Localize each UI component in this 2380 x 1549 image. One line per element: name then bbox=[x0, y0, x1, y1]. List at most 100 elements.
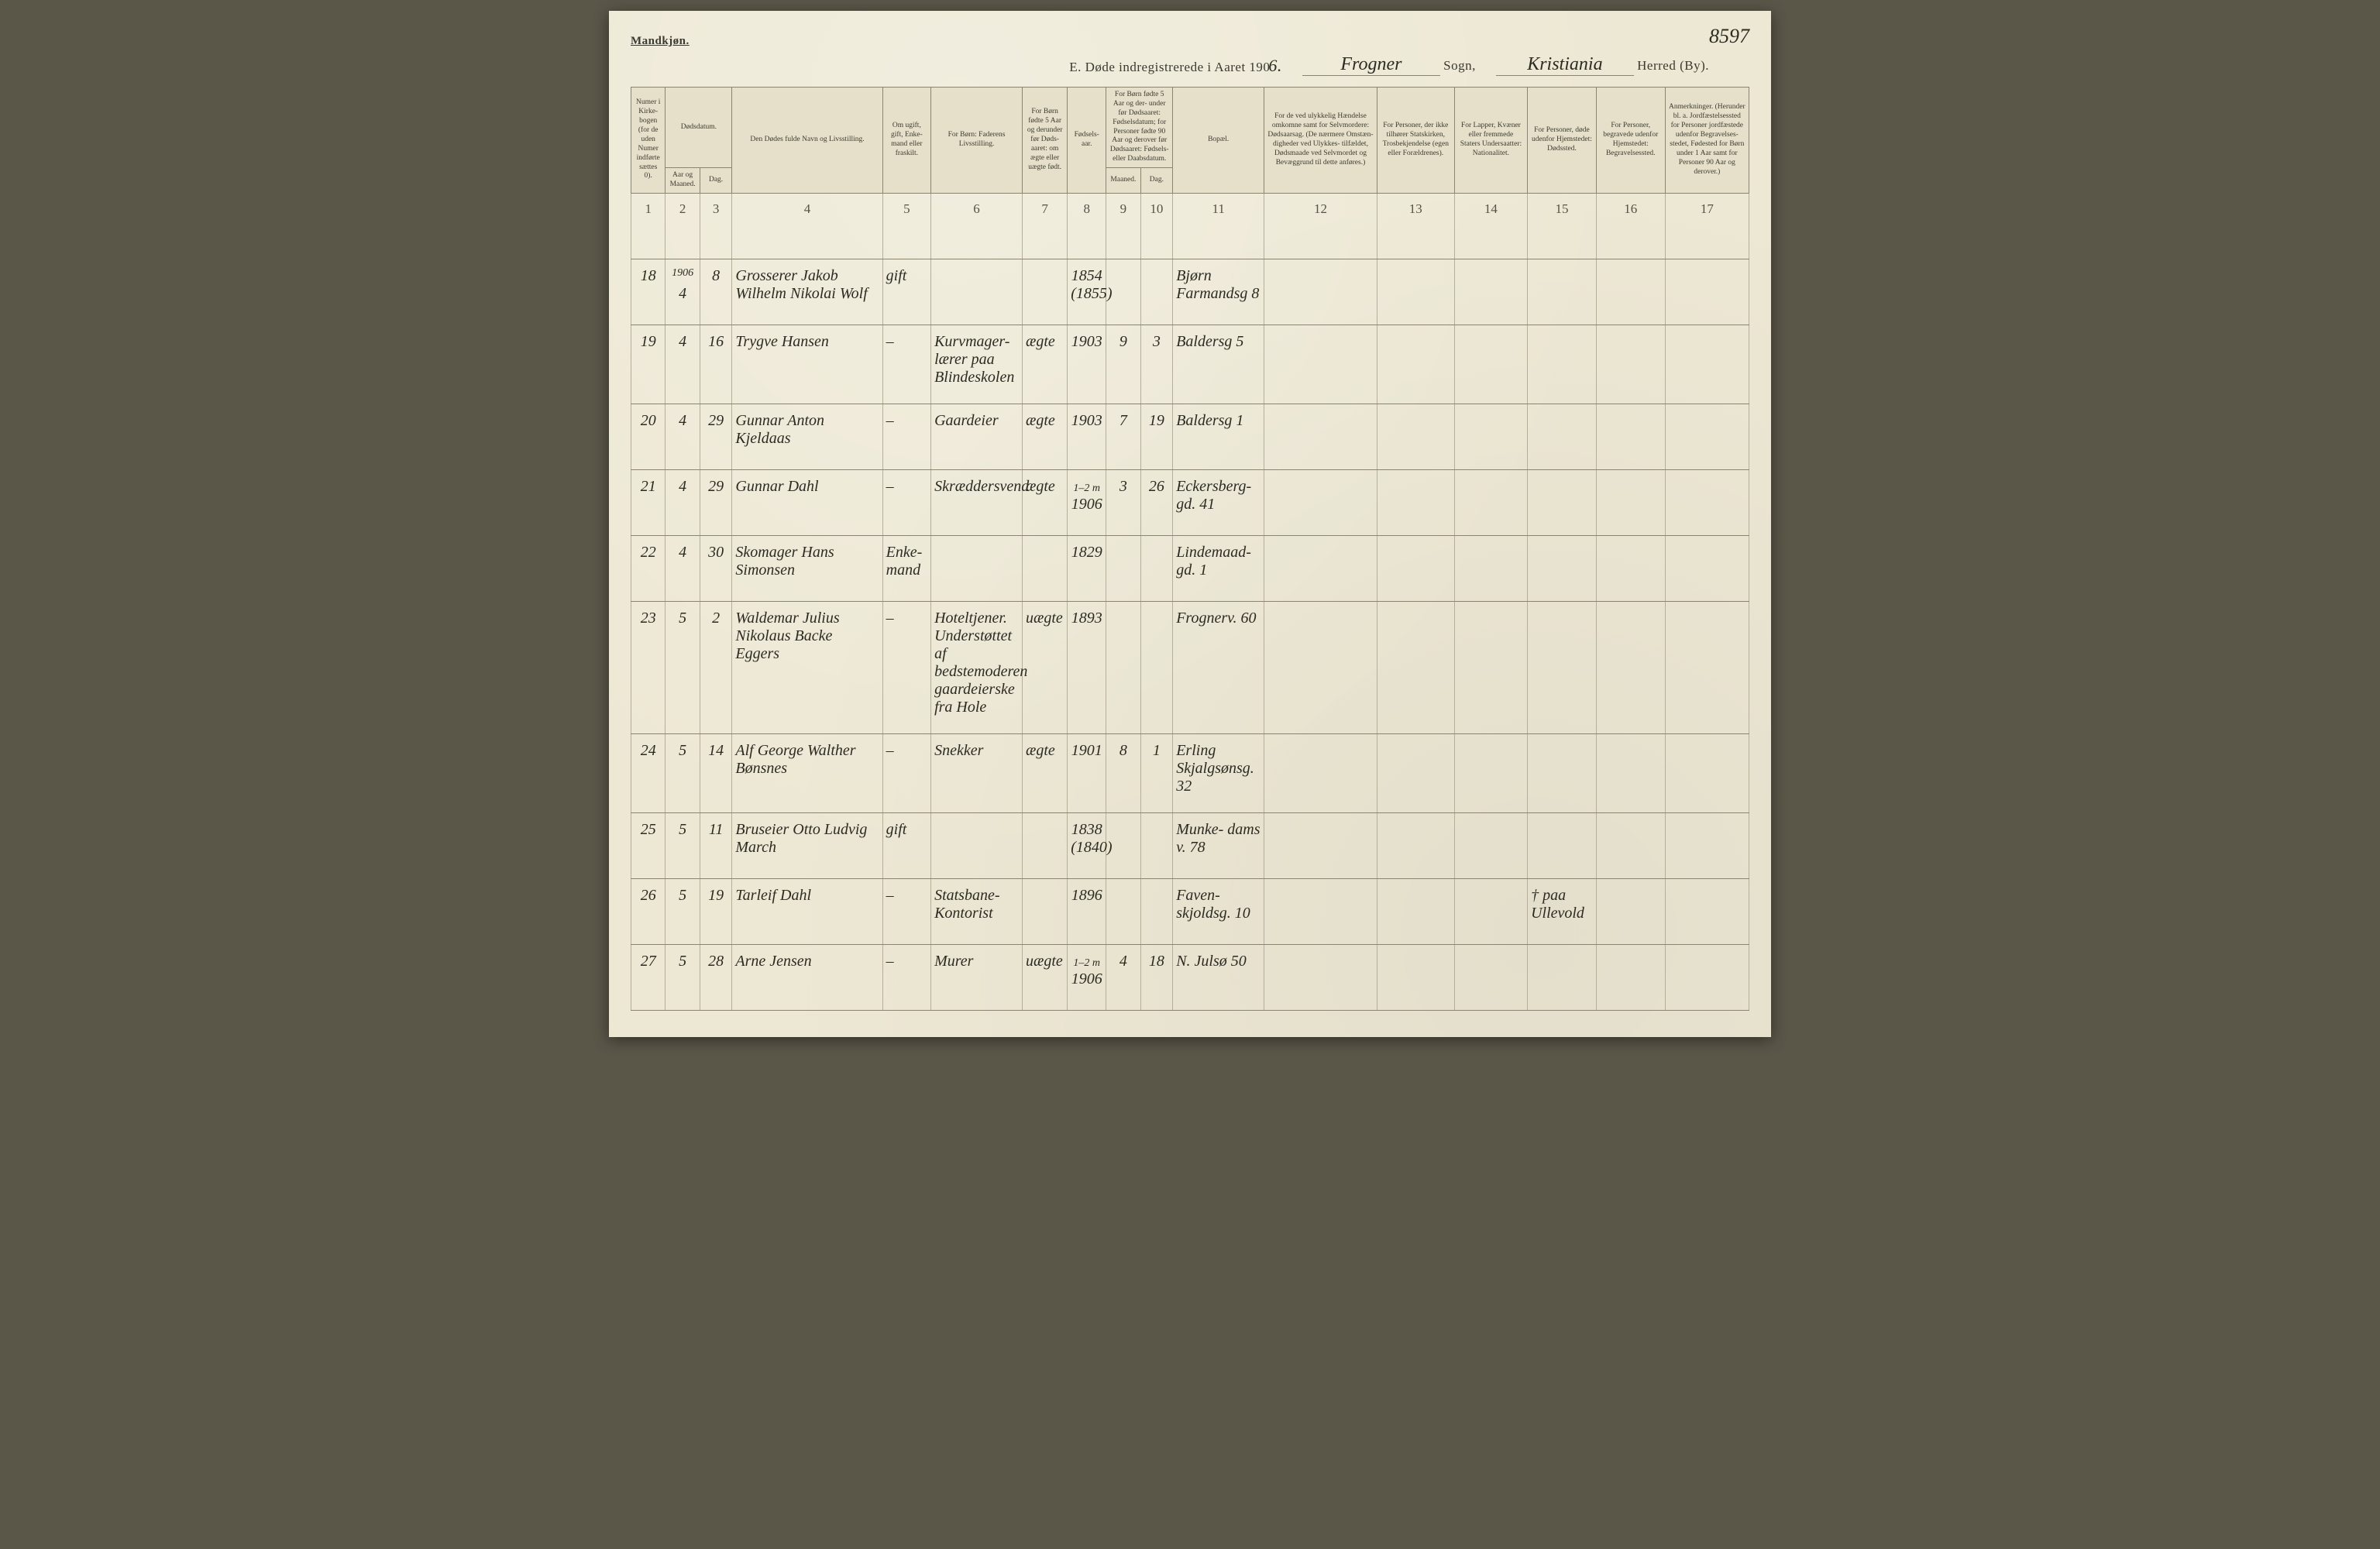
age-note: 1–2 m bbox=[1073, 483, 1100, 494]
cell-col10: 3 bbox=[1140, 325, 1173, 404]
cell-col3: 29 bbox=[700, 404, 732, 469]
cell-col12 bbox=[1264, 469, 1377, 535]
col-header-6: For Børn: Faderens Livsstilling. bbox=[931, 88, 1023, 194]
table-row: 20429Gunnar Anton Kjeldaas–Gaardeierægte… bbox=[631, 404, 1749, 469]
col-header-12: For de ved ulykkelig Hændelse omkomne sa… bbox=[1264, 88, 1377, 194]
cell-col4: Waldemar Julius Nikolaus Backe Eggers bbox=[732, 601, 882, 733]
cell-col9: 9 bbox=[1106, 325, 1140, 404]
cell-col2: 4 bbox=[666, 325, 700, 404]
col-number: 17 bbox=[1665, 193, 1749, 259]
cell-col10: 26 bbox=[1140, 469, 1173, 535]
cell-col3: 11 bbox=[700, 812, 732, 878]
cell-col3: 2 bbox=[700, 601, 732, 733]
cell-col13 bbox=[1377, 404, 1454, 469]
cell-col4: Trygve Hansen bbox=[732, 325, 882, 404]
cell-col17 bbox=[1665, 944, 1749, 1010]
col-number: 1 bbox=[631, 193, 666, 259]
cell-col2: 4 bbox=[666, 469, 700, 535]
cell-col6: Murer bbox=[931, 944, 1023, 1010]
table-row: 19416Trygve Hansen–Kurvmager- lærer paa … bbox=[631, 325, 1749, 404]
cell-col1: 22 bbox=[631, 535, 666, 601]
col-header-5: Om ugift, gift, Enke- mand eller fraskil… bbox=[882, 88, 930, 194]
cell-col14 bbox=[1454, 469, 1527, 535]
cell-col6 bbox=[931, 535, 1023, 601]
col-header-1: Numer i Kirke- bogen (for de uden Numer … bbox=[631, 88, 666, 194]
cell-col8: 1–2 m1906 bbox=[1068, 944, 1106, 1010]
title-year-hand: 6. bbox=[1268, 56, 1282, 75]
cell-col14 bbox=[1454, 733, 1527, 812]
herred-value: Kristiania bbox=[1496, 54, 1634, 76]
herred-label: Herred (By). bbox=[1637, 58, 1709, 73]
cell-col17 bbox=[1665, 733, 1749, 812]
cell-col14 bbox=[1454, 878, 1527, 944]
cell-col11: Frognerv. 60 bbox=[1173, 601, 1264, 733]
cell-col1: 18 bbox=[631, 259, 666, 325]
cell-col8: 1901 bbox=[1068, 733, 1106, 812]
cell-col1: 24 bbox=[631, 733, 666, 812]
title-prefix: E. Døde indregistrerede i Aaret 1906. bbox=[1069, 56, 1282, 76]
cell-col10: 1 bbox=[1140, 733, 1173, 812]
cell-col17 bbox=[1665, 404, 1749, 469]
col-number: 11 bbox=[1173, 193, 1264, 259]
table-row: 26519Tarleif Dahl–Statsbane- Kontorist18… bbox=[631, 878, 1749, 944]
cell-col14 bbox=[1454, 535, 1527, 601]
cell-col8: 1896 bbox=[1068, 878, 1106, 944]
cell-col3: 30 bbox=[700, 535, 732, 601]
col-header-2: Aar og Maaned. bbox=[666, 168, 700, 194]
cell-col14 bbox=[1454, 404, 1527, 469]
col-header-date: Dødsdatum. bbox=[666, 88, 732, 168]
cell-col5: – bbox=[882, 733, 930, 812]
cell-col7: ægte bbox=[1023, 733, 1068, 812]
col-header-birthdate: For Børn fødte 5 Aar og der- under før D… bbox=[1106, 88, 1173, 168]
cell-col6: Kurvmager- lærer paa Blindeskolen bbox=[931, 325, 1023, 404]
cell-col5: – bbox=[882, 404, 930, 469]
cell-col1: 19 bbox=[631, 325, 666, 404]
cell-col13 bbox=[1377, 469, 1454, 535]
cell-col12 bbox=[1264, 325, 1377, 404]
col-number: 8 bbox=[1068, 193, 1106, 259]
cell-col13 bbox=[1377, 878, 1454, 944]
cell-col6 bbox=[931, 812, 1023, 878]
cell-col16 bbox=[1596, 601, 1665, 733]
cell-col15 bbox=[1528, 469, 1597, 535]
cell-col7 bbox=[1023, 878, 1068, 944]
column-number-row: 1234567891011121314151617 bbox=[631, 193, 1749, 259]
cell-col7: ægte bbox=[1023, 404, 1068, 469]
cell-col14 bbox=[1454, 812, 1527, 878]
col-number: 2 bbox=[666, 193, 700, 259]
cell-col11: Baldersg 5 bbox=[1173, 325, 1264, 404]
cell-col2: 5 bbox=[666, 812, 700, 878]
cell-col13 bbox=[1377, 944, 1454, 1010]
age-note: 1–2 m bbox=[1073, 957, 1100, 969]
cell-col16 bbox=[1596, 878, 1665, 944]
col-header-8: Fødsels- aar. bbox=[1068, 88, 1106, 194]
cell-col6: Statsbane- Kontorist bbox=[931, 878, 1023, 944]
page-number: 8597 bbox=[1709, 25, 1749, 48]
sogn-label: Sogn, bbox=[1443, 58, 1476, 73]
table-row: 27528Arne Jensen–Mureruægte1–2 m1906418N… bbox=[631, 944, 1749, 1010]
sogn-value: Frogner bbox=[1302, 54, 1440, 76]
gender-label: Mandkjøn. bbox=[631, 35, 690, 48]
cell-col15 bbox=[1528, 404, 1597, 469]
cell-col16 bbox=[1596, 535, 1665, 601]
col-header-15: For Personer, døde udenfor Hjemstedet: D… bbox=[1528, 88, 1597, 194]
col-number: 3 bbox=[700, 193, 732, 259]
cell-col1: 27 bbox=[631, 944, 666, 1010]
table-row: 2352Waldemar Julius Nikolaus Backe Egger… bbox=[631, 601, 1749, 733]
cell-col8: 1903 bbox=[1068, 325, 1106, 404]
cell-col12 bbox=[1264, 259, 1377, 325]
cell-col14 bbox=[1454, 944, 1527, 1010]
table-row: 22430Skomager Hans SimonsenEnke- mand182… bbox=[631, 535, 1749, 601]
cell-col17 bbox=[1665, 535, 1749, 601]
cell-col8: 1893 bbox=[1068, 601, 1106, 733]
col-number: 4 bbox=[732, 193, 882, 259]
cell-col17 bbox=[1665, 259, 1749, 325]
cell-col9: 3 bbox=[1106, 469, 1140, 535]
cell-col15 bbox=[1528, 535, 1597, 601]
cell-col9: 7 bbox=[1106, 404, 1140, 469]
cell-col15 bbox=[1528, 325, 1597, 404]
table-row: 25511Bruseier Otto Ludvig Marchgift1838 … bbox=[631, 812, 1749, 878]
cell-col10 bbox=[1140, 601, 1173, 733]
top-line: Mandkjøn. 8597 bbox=[631, 25, 1749, 48]
cell-col17 bbox=[1665, 469, 1749, 535]
